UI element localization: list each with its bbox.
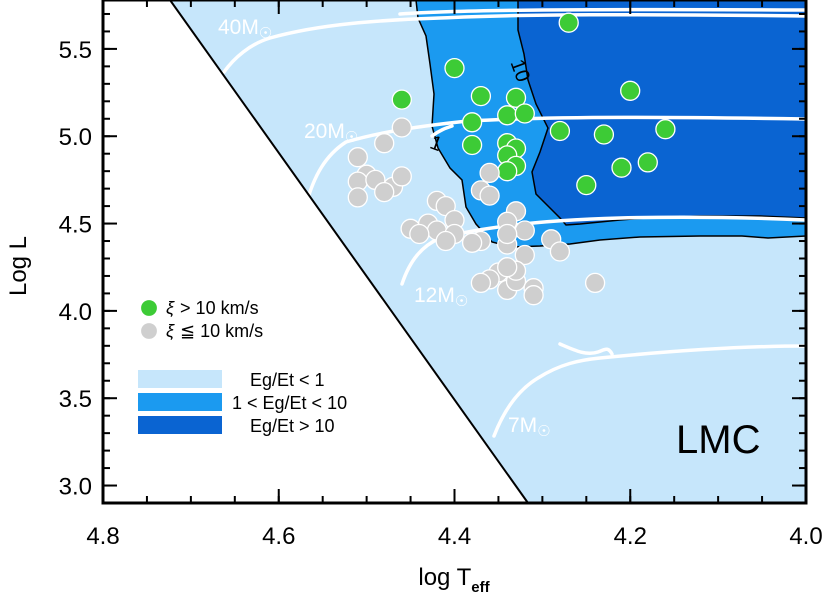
star-point-high-xi-20: [576, 174, 597, 196]
star-point-low-xi-10: [479, 162, 500, 184]
star-point-low-xi-1: [374, 133, 395, 154]
star-point-low-xi-37: [409, 223, 430, 245]
star-point-high-xi-1: [444, 57, 465, 79]
x-axis: [102, 0, 807, 503]
star-point-low-xi-33: [549, 241, 571, 262]
track-12: [400, 215, 806, 286]
star-point-low-xi-7: [391, 166, 412, 187]
track-40-extra: [398, 7, 806, 16]
evolutionary-tracks: [222, 7, 806, 438]
star-point-low-xi-9: [374, 181, 395, 203]
star-point-high-xi-5: [620, 80, 641, 101]
zams-line: [169, 0, 529, 504]
star-point-high-xi-2: [391, 89, 412, 110]
legend-marker-green: [139, 298, 159, 318]
star-point-low-xi-8: [347, 187, 368, 208]
track-label-20: 20M☉: [304, 120, 358, 146]
track-label-7: 7M☉: [508, 414, 551, 440]
star-point-high-xi-4: [505, 87, 527, 108]
star-point-low-xi-2: [347, 147, 368, 168]
legend-label-gray: ξ ≦ 10 km/s: [166, 321, 263, 341]
plot-area: [170, 0, 806, 503]
track-20-hook: [430, 124, 454, 138]
star-point-high-xi-0: [558, 12, 579, 33]
y-tick-labels: 3.0 3.5 4.0 4.5 5.0 5.5: [59, 37, 92, 501]
x-axis-title: log Teff: [418, 564, 490, 596]
x-tick-label-0: 4.8: [86, 523, 119, 550]
star-point-low-xi-25: [514, 244, 535, 266]
track-label-40: 40M☉: [218, 16, 272, 42]
star-point-low-xi-12: [479, 185, 500, 206]
track-labels: 40M☉ 20M☉ 12M☉ 7M☉: [218, 16, 551, 440]
star-point-low-xi-35: [497, 223, 518, 245]
star-point-low-xi-0: [391, 117, 412, 138]
star-point-low-xi-41: [497, 257, 518, 278]
star-point-high-xi-7: [497, 105, 518, 126]
star-point-high-xi-17: [497, 161, 518, 182]
y-axis-title: Log L: [5, 236, 32, 296]
x-tick-labels: 4.8 4.6 4.4 4.2 4.0: [86, 523, 822, 550]
track-7: [492, 344, 806, 438]
y-tick-label-2: 4.0: [59, 299, 92, 326]
legend-region-medium: 1 < Eg/Et < 10: [232, 393, 347, 413]
legend-swatch-light: [138, 370, 222, 388]
x-tick-label-2: 4.4: [438, 523, 471, 550]
star-point-high-xi-9: [549, 120, 571, 142]
track-40: [222, 12, 806, 74]
track-label-12: 12M☉: [414, 284, 468, 310]
data-points: [347, 12, 676, 306]
star-point-low-xi-23: [514, 220, 535, 241]
contour-line-1: [415, 0, 806, 248]
x-tick-label-4: 4.0: [789, 523, 822, 550]
legend-swatch-medium: [138, 393, 222, 411]
region-dark: [518, 0, 806, 225]
star-point-high-xi-6: [461, 112, 483, 133]
star-point-high-xi-3: [470, 85, 492, 107]
star-point-low-xi-31: [523, 285, 544, 306]
legend-region-dark: Eg/Et > 10: [250, 416, 335, 436]
star-point-low-xi-38: [461, 232, 483, 253]
legend-label-green: ξ > 10 km/s: [166, 298, 259, 318]
star-point-high-xi-8: [514, 103, 535, 124]
star-point-high-xi-12: [461, 134, 483, 156]
star-point-high-xi-10: [593, 124, 615, 145]
legend-swatch-dark: [138, 416, 222, 434]
legend-marker-gray: [139, 321, 159, 341]
star-point-high-xi-11: [655, 119, 676, 140]
track-20: [304, 115, 806, 207]
x-tick-label-1: 4.6: [262, 523, 295, 550]
y-tick-label-1: 3.5: [59, 386, 92, 413]
star-point-low-xi-34: [584, 272, 606, 294]
x-tick-label-3: 4.2: [614, 523, 647, 550]
legend: ξ > 10 km/s ξ ≦ 10 km/s Eg/Et < 1 1 < Eg/E…: [138, 298, 347, 436]
y-tick-label-4: 5.0: [59, 124, 92, 151]
y-tick-label-3: 4.5: [59, 212, 92, 239]
star-point-high-xi-19: [637, 152, 658, 173]
star-point-high-xi-18: [611, 157, 632, 178]
y-axis: [103, 12, 806, 487]
track-7-hook: [558, 342, 614, 356]
star-point-low-xi-36: [435, 230, 456, 252]
y-tick-label-0: 3.0: [59, 474, 92, 501]
legend-region-light: Eg/Et < 1: [250, 370, 325, 390]
y-tick-label-5: 5.5: [59, 37, 92, 64]
panel-label: LMC: [676, 418, 760, 462]
star-point-low-xi-40: [470, 272, 492, 294]
